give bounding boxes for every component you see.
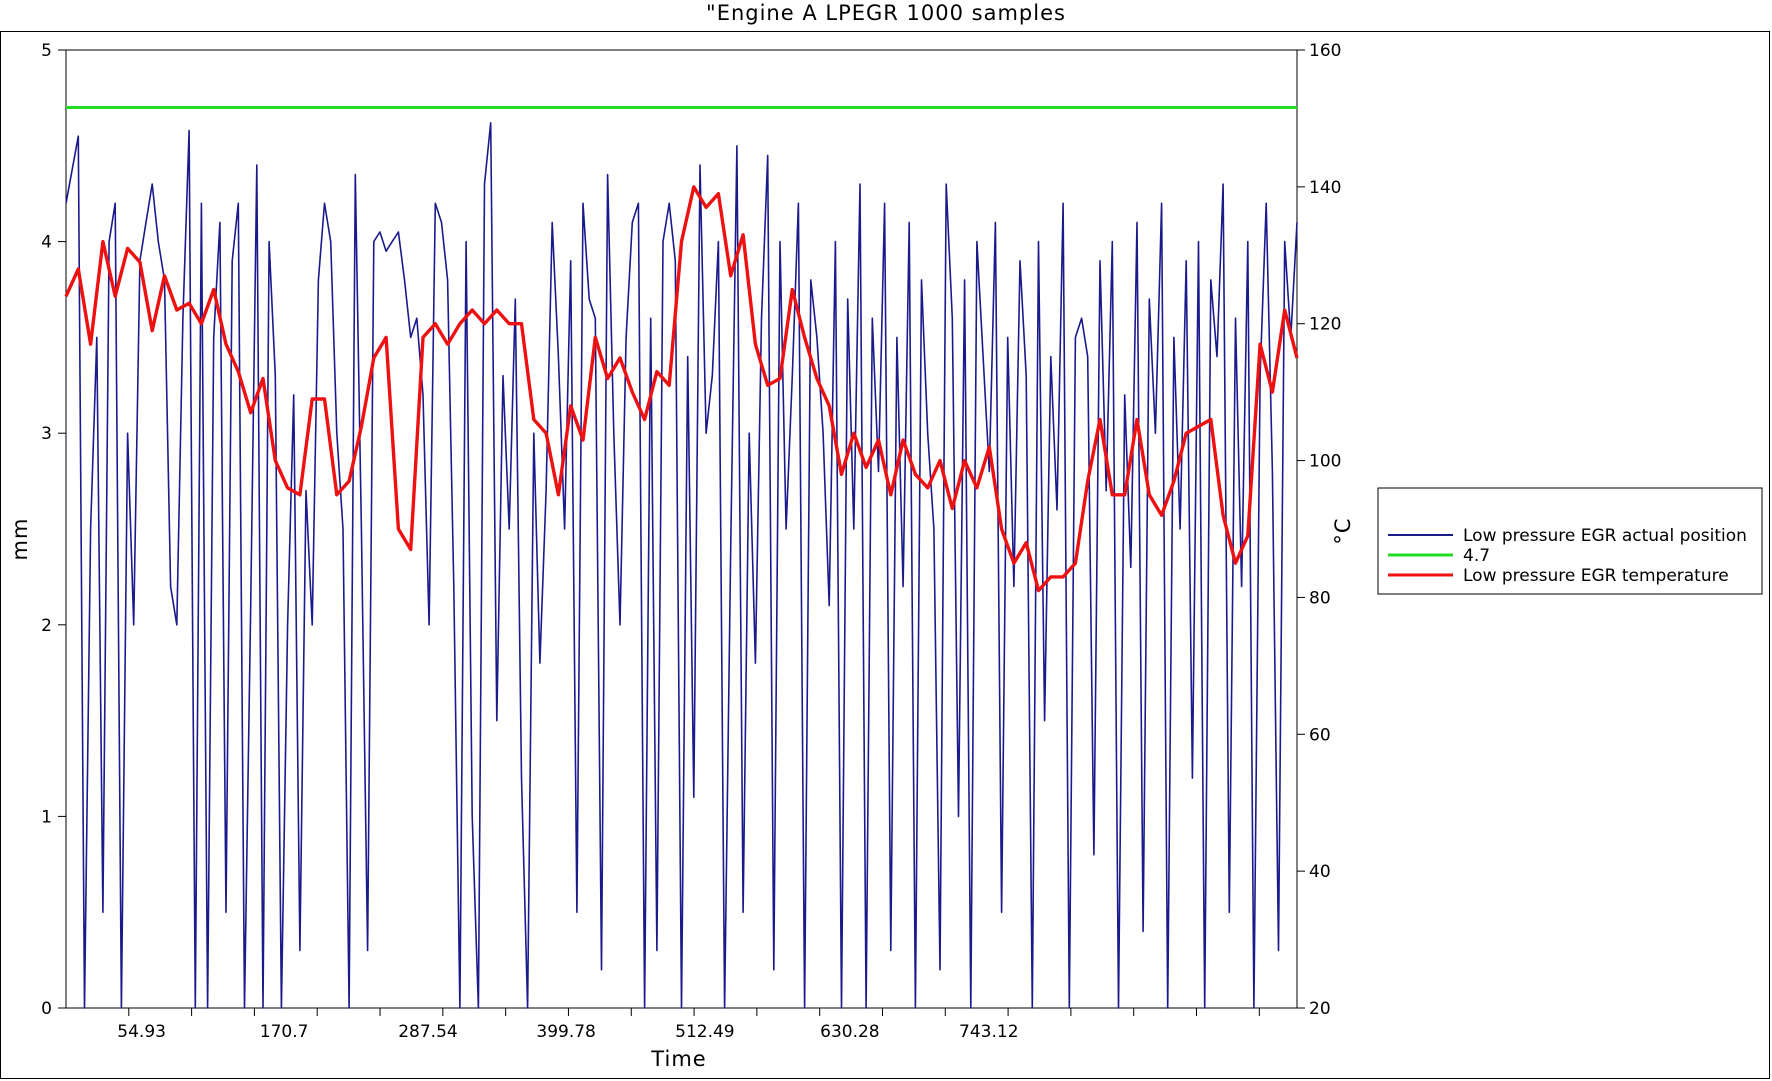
right-tick-label: 80 xyxy=(1309,588,1331,608)
legend: Low pressure EGR actual position 4.7 Low… xyxy=(1377,487,1763,595)
right-tick-label: 160 xyxy=(1309,41,1341,61)
right-tick-label: 100 xyxy=(1309,452,1341,472)
legend-label-threshold: 4.7 xyxy=(1463,546,1490,566)
x-tick-label: 170.7 xyxy=(260,1022,309,1042)
left-tick-label: 5 xyxy=(41,41,52,61)
right-tick-label: 40 xyxy=(1309,862,1331,882)
x-axis-title: Time xyxy=(650,1047,706,1071)
chart-title: "Engine A LPEGR 1000 samples xyxy=(706,1,1066,25)
x-axis: 54.93 170.7 287.54 399.78 512.49 630.28 743.12 xyxy=(117,1008,1260,1042)
x-tick-label: 54.93 xyxy=(117,1022,166,1042)
left-axis-title: mm xyxy=(8,518,32,561)
left-tick-label: 1 xyxy=(41,807,52,827)
right-axis: 20 40 60 80 100 120 140 160 xyxy=(1297,41,1341,1019)
left-tick-label: 2 xyxy=(41,616,52,636)
series-line-temperature xyxy=(64,185,1299,593)
series-line-position xyxy=(65,122,1298,1009)
x-tick-label: 287.54 xyxy=(398,1022,457,1042)
x-tick-label: 512.49 xyxy=(675,1022,734,1042)
x-tick-label: 630.28 xyxy=(820,1022,879,1042)
left-tick-label: 3 xyxy=(41,424,52,444)
left-tick-label: 0 xyxy=(41,999,52,1019)
right-tick-label: 140 xyxy=(1309,178,1341,198)
legend-label-position: Low pressure EGR actual position xyxy=(1463,526,1747,546)
legend-label-temperature: Low pressure EGR temperature xyxy=(1463,566,1729,586)
right-tick-label: 20 xyxy=(1309,999,1331,1019)
left-tick-label: 4 xyxy=(41,233,52,253)
right-axis-title: °C xyxy=(1331,517,1355,544)
plot-frame xyxy=(0,31,1770,1079)
plot-area xyxy=(65,49,1298,1009)
left-axis: 0 1 2 3 4 5 xyxy=(41,41,66,1019)
right-tick-label: 120 xyxy=(1309,315,1341,335)
series-layer xyxy=(64,106,1299,1009)
x-tick-label: 743.12 xyxy=(959,1022,1018,1042)
right-tick-label: 60 xyxy=(1309,725,1331,745)
x-tick-label: 399.78 xyxy=(536,1022,595,1042)
